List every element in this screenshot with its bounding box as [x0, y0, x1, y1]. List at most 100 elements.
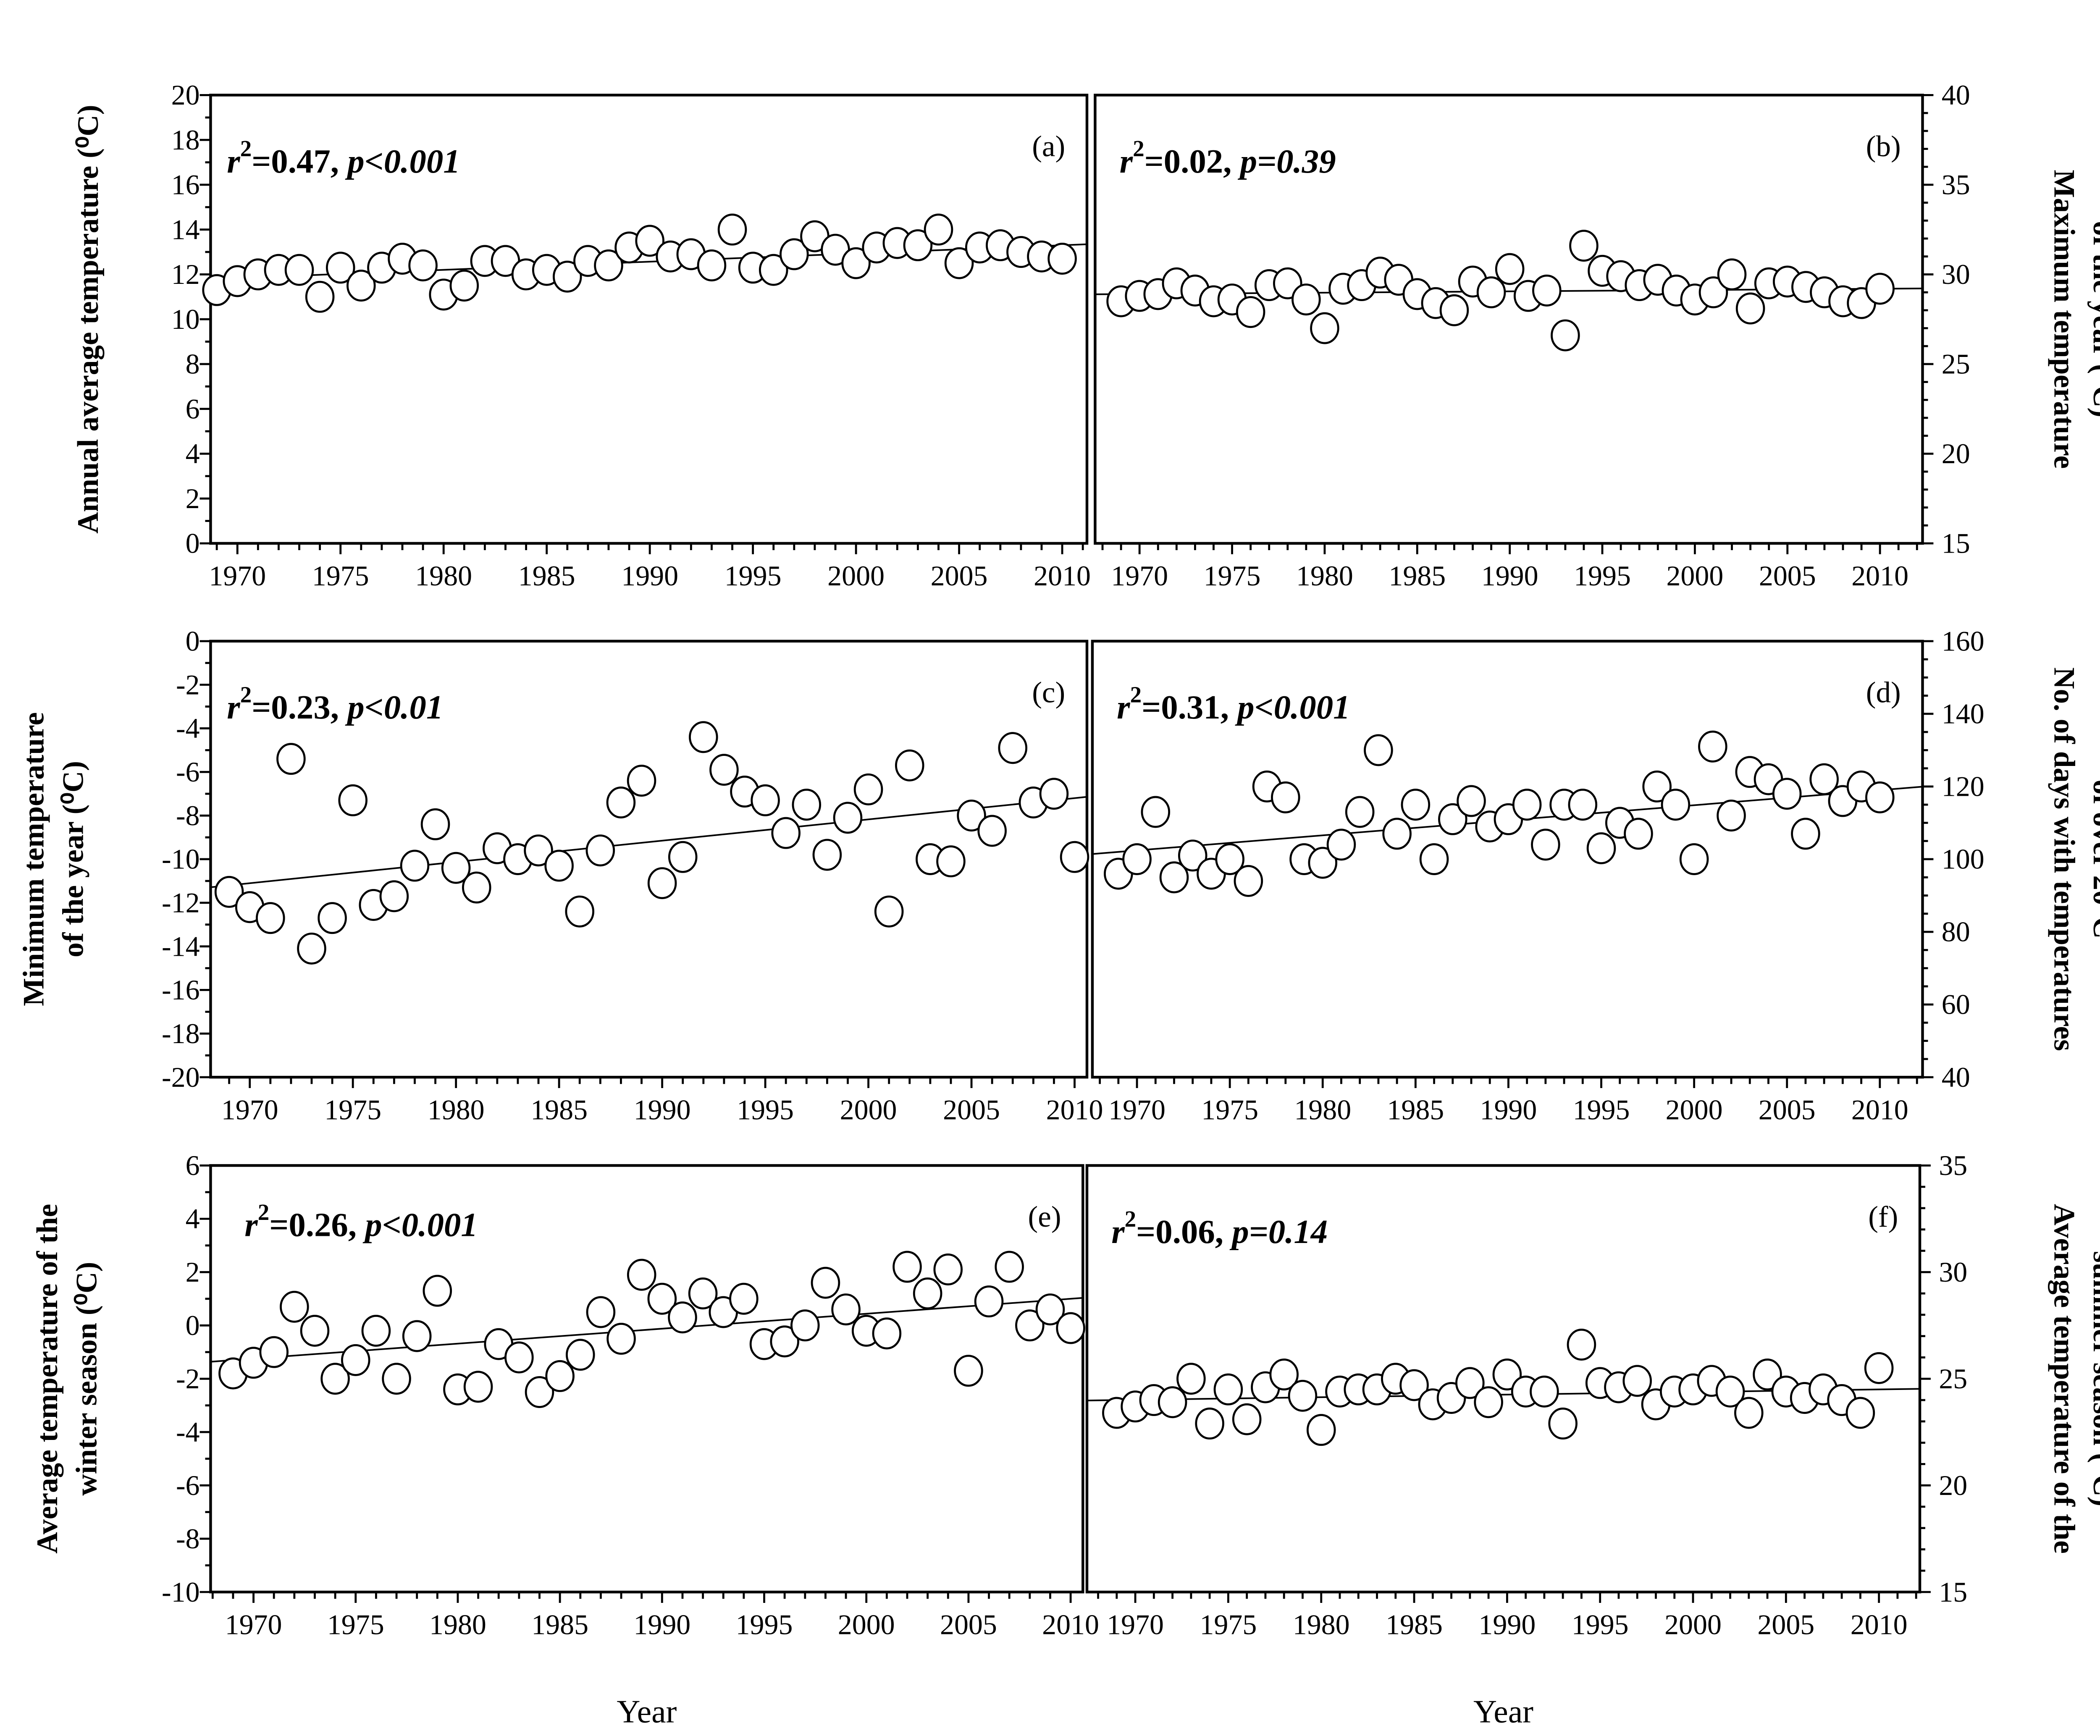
panel-f: 1970 1975 1980 1985 1990 1995 2000 2005 2010 15 20…: [1085, 1149, 2100, 1730]
data-point: [717, 213, 747, 246]
data-point: [1269, 1358, 1299, 1391]
y-tick-label: -8: [176, 800, 200, 831]
data-point: [1141, 796, 1171, 828]
data-point: [566, 1339, 595, 1371]
r-superscript: 2: [240, 682, 252, 707]
x-tick-label: 1995: [1572, 1608, 1629, 1640]
data-point: [892, 1251, 922, 1283]
y-axis-label: summer season (⁰C): [2087, 1251, 2100, 1506]
data-point: [586, 1296, 616, 1328]
p-value: p=0.39: [1238, 143, 1336, 180]
y-tick-label: 30: [1942, 258, 1970, 290]
x-tick-label: 1985: [1386, 1608, 1443, 1640]
x-tick-label: 2005: [940, 1608, 997, 1640]
y-tick-label: 6: [186, 393, 200, 425]
data-point: [1178, 839, 1208, 872]
data-point: [318, 902, 347, 934]
data-point: [688, 1277, 718, 1310]
y-tick-label: 80: [1942, 916, 1970, 948]
y-tick-label: 4: [186, 1203, 200, 1235]
data-point: [780, 238, 809, 270]
data-point: [1056, 1312, 1085, 1344]
data-point: [1292, 283, 1321, 316]
data-point: [1438, 803, 1467, 835]
data-point: [833, 802, 863, 834]
trend-line: [210, 1297, 1083, 1363]
data-point: [1060, 841, 1089, 873]
y-axis-label: No. of days with temperatures: [2048, 667, 2080, 1051]
panel-label: (b): [1866, 130, 1901, 163]
r-superscript: 2: [1130, 682, 1142, 707]
data-point: [606, 786, 636, 818]
y-tick-label: 6: [186, 1149, 200, 1181]
data-point: [1698, 276, 1728, 309]
data-point: [524, 834, 553, 867]
r-superscript: 2: [258, 1199, 270, 1225]
data-point: [1039, 778, 1069, 810]
data-point: [594, 249, 623, 282]
data-point: [280, 1290, 309, 1323]
data-point: [1569, 230, 1599, 262]
data-point: [545, 1360, 575, 1392]
data-point: [957, 800, 986, 832]
data-point: [1679, 843, 1709, 875]
y-tick-label: 35: [1942, 169, 1970, 201]
data-point: [1753, 1358, 1782, 1391]
y-tick-label: -4: [176, 1416, 200, 1448]
y-tick-label: 160: [1942, 625, 1984, 657]
p-value: p<0.01: [345, 689, 443, 726]
data-point: [1735, 292, 1765, 325]
x-tick-label: 2005: [1759, 1094, 1816, 1125]
data-point: [974, 1285, 1004, 1318]
y-tick-label: 2: [186, 1256, 200, 1288]
data-point: [872, 1317, 902, 1350]
data-point: [441, 852, 471, 884]
data-point: [1015, 1309, 1045, 1342]
data-point: [1345, 796, 1375, 828]
stat-annotation: r2=0.31, p<0.001: [1117, 682, 1350, 726]
y-tick-label: 14: [171, 213, 200, 245]
x-tick-label: 1990: [1478, 1608, 1536, 1640]
data-point: [462, 871, 491, 904]
y-tick-label: 18: [171, 124, 200, 156]
data-point: [1158, 1386, 1187, 1419]
y-tick-label: 40: [1942, 1061, 1970, 1093]
data-point: [1159, 861, 1189, 894]
x-tick-label: 2000: [1666, 1094, 1723, 1125]
data-point: [1586, 832, 1616, 865]
data-point: [831, 1293, 861, 1326]
y-tick-label: 8: [186, 348, 200, 380]
r-symbol: r: [227, 143, 241, 180]
stat-annotation: r2=0.02, p=0.39: [1120, 136, 1336, 180]
x-tick-label: 1970: [209, 560, 266, 592]
data-point: [256, 902, 285, 934]
r-superscript: 2: [240, 136, 252, 161]
y-tick-label: 100: [1942, 843, 1984, 875]
y-tick-label: -8: [176, 1523, 200, 1555]
data-point: [606, 1323, 636, 1355]
data-point: [1512, 789, 1542, 821]
data-point: [1698, 730, 1727, 763]
x-tick-label: 2010: [1046, 1094, 1103, 1125]
data-point: [1474, 1386, 1503, 1419]
data-point: [792, 789, 822, 821]
x-tick-label: 1995: [724, 560, 782, 592]
data-point: [811, 1267, 840, 1299]
panel-label: (a): [1032, 130, 1065, 163]
p-value: p=0.14: [1229, 1213, 1328, 1251]
y-tick-label: 12: [171, 258, 200, 290]
x-tick-label: 2000: [1664, 1608, 1722, 1640]
data-point: [214, 876, 244, 908]
data-point: [1176, 1363, 1206, 1395]
data-point: [689, 721, 718, 753]
y-axis-label: winter season (⁰C): [71, 1262, 103, 1496]
r-symbol: r: [1111, 1213, 1125, 1251]
y-tick-label: -10: [162, 1576, 200, 1608]
data-point: [647, 867, 677, 899]
data-point: [259, 1336, 289, 1368]
panel-label: (d): [1866, 676, 1901, 709]
y-tick-label: 0: [186, 527, 200, 559]
x-tick-label: 1990: [633, 1608, 690, 1640]
y-tick-label: 25: [1939, 1363, 1967, 1395]
data-point: [668, 1301, 697, 1334]
